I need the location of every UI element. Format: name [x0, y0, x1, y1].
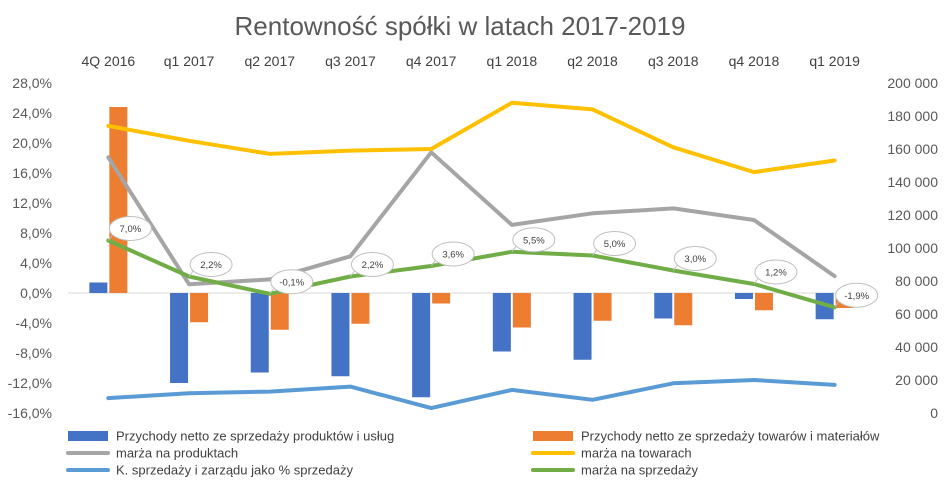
right-axis-tick-label: 200 000: [887, 75, 938, 91]
right-axis-tick-label: 120 000: [887, 207, 938, 223]
bar: [109, 107, 128, 293]
bar: [170, 293, 189, 383]
data-label-bubble: [431, 241, 475, 267]
series-line: [106, 378, 837, 411]
left-axis-tick-label: -12,0%: [8, 375, 52, 391]
right-axis-ticks: 0 20 000 40 000 60 000 80 000 100 000 120 000 1…: [887, 75, 938, 421]
legend-label: marża na produktach: [116, 446, 238, 461]
data-label: 7,0%: [120, 224, 142, 235]
category-label: q1 2018: [487, 53, 538, 69]
bar: [593, 293, 612, 321]
legend: Przychody netto ze sprzedaży produktów i…: [66, 429, 880, 478]
data-label-bubble: [673, 246, 717, 271]
left-axis-ticks: -16,0% -12,0% -8,0% -4,0% 0,0% 4,0% 8,0% 12,0% 1…: [8, 75, 52, 421]
left-axis-tick-label: 16,0%: [12, 165, 52, 181]
data-label: 3,6%: [442, 250, 464, 261]
left-axis-tick-label: 0,0%: [20, 285, 52, 301]
category-labels: 4Q 2016 q1 2017 q2 2017 q3 2017 q4 2017 q1 20…: [81, 53, 860, 69]
bar: [654, 293, 673, 319]
left-axis-tick-label: 24,0%: [12, 105, 52, 121]
bar: [754, 293, 773, 311]
right-axis-tick-label: 0: [930, 405, 938, 421]
data-label: 2,2%: [200, 260, 222, 271]
left-axis-tick-label: 20,0%: [12, 135, 52, 151]
bar: [573, 293, 592, 360]
data-label-bubble: [270, 269, 314, 295]
bar: [331, 293, 350, 377]
bar: [432, 293, 451, 304]
data-label: 2,2%: [362, 260, 384, 271]
data-label-bubble: [593, 231, 637, 256]
right-axis-tick-label: 80 000: [895, 273, 938, 289]
category-label: q1 2019: [809, 53, 860, 69]
left-axis-tick-label: 4,0%: [20, 255, 52, 271]
right-axis-tick-label: 100 000: [887, 240, 938, 256]
category-label: q4 2018: [729, 53, 780, 69]
data-label: 3,0%: [684, 254, 706, 265]
data-label-bubble: [189, 252, 233, 277]
legend-swatch: [68, 431, 108, 441]
category-label: q4 2017: [406, 53, 457, 69]
data-labels: 7,0% 2,2% -0,1% 2,2% 3,6% 5,5% 5,0% 3,0% 1,2% -1,…: [107, 216, 879, 308]
bar: [351, 293, 370, 324]
bar: [270, 293, 289, 330]
legend-label: Przychody netto ze sprzedaży produktów i…: [116, 429, 394, 444]
category-label: q2 2017: [244, 53, 295, 69]
data-label-bubble: [350, 252, 394, 277]
category-label: q2 2018: [567, 53, 618, 69]
bar: [734, 293, 753, 299]
category-label: q1 2017: [164, 53, 215, 69]
legend-label: marża na towarach: [581, 446, 692, 461]
data-label: -1,9%: [844, 291, 869, 302]
chart-title: Rentowność spółki w latach 2017-2019: [235, 11, 686, 41]
series-line: [106, 100, 837, 175]
left-axis-tick-label: 8,0%: [20, 225, 52, 241]
bar: [89, 282, 108, 293]
category-label: q3 2018: [648, 53, 699, 69]
legend-label: marża na sprzedaży: [581, 463, 699, 478]
data-label: 5,0%: [604, 239, 626, 250]
legend-label: Przychody netto ze sprzedaży towarów i m…: [581, 429, 880, 444]
data-label-bubble: [512, 227, 556, 253]
series-line: [106, 150, 837, 287]
right-axis-tick-label: 60 000: [895, 306, 938, 322]
category-label: q3 2017: [325, 53, 376, 69]
legend-swatch: [533, 431, 573, 441]
right-axis-tick-label: 20 000: [895, 372, 938, 388]
right-axis-tick-label: 180 000: [887, 108, 938, 124]
bar: [674, 293, 693, 326]
bar: [250, 293, 269, 373]
data-label-bubble: [108, 216, 152, 241]
data-label-bubble: [835, 282, 879, 308]
left-axis-tick-label: 12,0%: [12, 195, 52, 211]
left-axis-tick-label: 28,0%: [12, 75, 52, 91]
data-label-bubble: [754, 259, 798, 285]
right-axis-tick-label: 140 000: [887, 174, 938, 190]
left-axis-tick-label: -8,0%: [15, 345, 52, 361]
left-axis-tick-label: -4,0%: [15, 315, 52, 331]
bar: [412, 293, 431, 398]
data-label: 5,5%: [523, 235, 545, 246]
data-label: -0,1%: [279, 277, 304, 288]
bar: [492, 293, 511, 352]
legend-label: K. sprzedaży i zarządu jako % sprzedaży: [116, 463, 353, 478]
category-label: 4Q 2016: [81, 53, 135, 69]
bar: [512, 293, 531, 328]
bar: [190, 293, 209, 323]
right-axis-tick-label: 40 000: [895, 339, 938, 355]
left-axis-tick-label: -16,0%: [8, 405, 52, 421]
right-axis-tick-label: 160 000: [887, 141, 938, 157]
line-series: [106, 100, 837, 411]
data-label: 1,2%: [765, 268, 787, 279]
